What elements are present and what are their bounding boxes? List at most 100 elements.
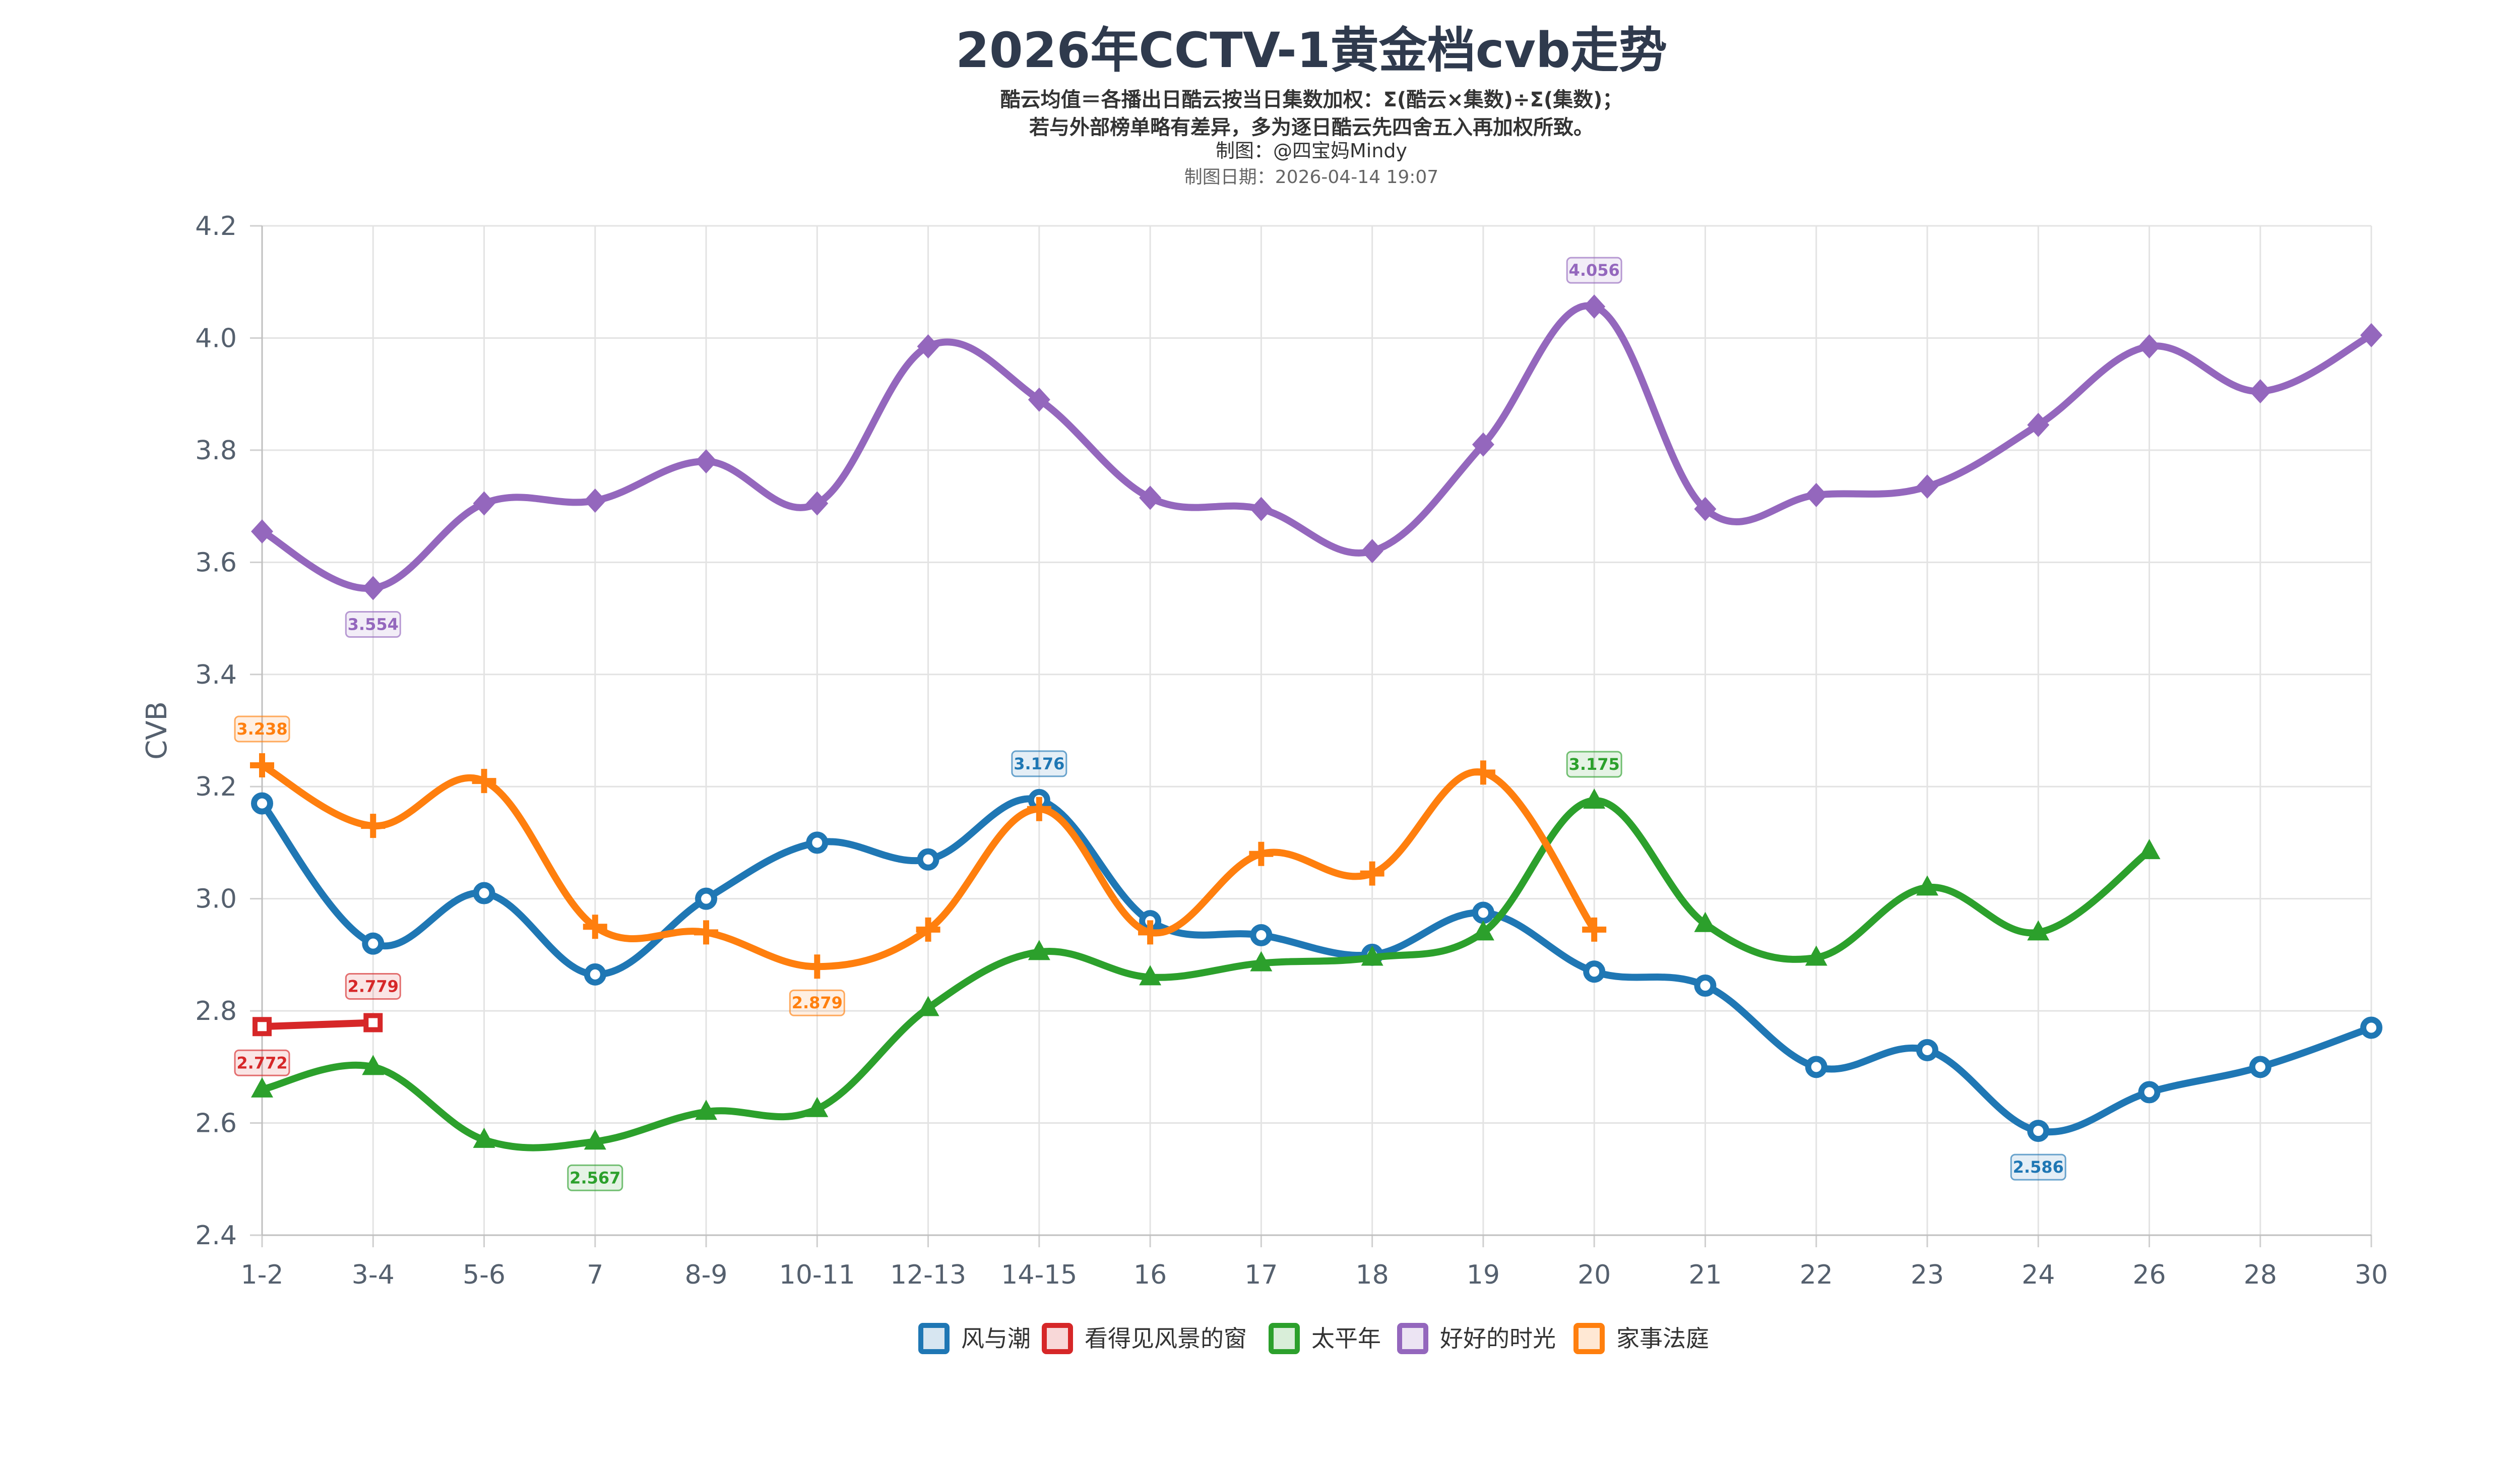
- data-point: [1028, 387, 1050, 412]
- data-point: [2360, 323, 2382, 347]
- data-point: [584, 1129, 606, 1150]
- data-point: [694, 920, 719, 945]
- data-point: [1250, 497, 1273, 521]
- data-point: [2138, 1081, 2161, 1104]
- data-point: [251, 792, 273, 815]
- series-line: [259, 1019, 377, 1030]
- subtitle-line-2: 若与外部榜单略有差异，多为逐日酷云先四舍五入再加权所致。: [1029, 116, 1594, 139]
- data-point: [473, 882, 495, 904]
- data-point: [1916, 875, 1938, 896]
- data-label-text: 4.056: [1569, 261, 1620, 280]
- data-point: [2138, 839, 2161, 860]
- data-point: [1805, 1056, 1828, 1078]
- data-label: 3.176: [1011, 750, 1067, 777]
- data-point: [1250, 924, 1273, 946]
- data-point: [361, 814, 386, 838]
- series-0: [251, 788, 2382, 1142]
- legend-label: 家事法庭: [1616, 1325, 1709, 1352]
- data-point: [1249, 841, 1274, 866]
- data-label-text: 3.554: [348, 615, 399, 634]
- data-label-text: 2.586: [2013, 1158, 2064, 1177]
- data-point: [2249, 1056, 2272, 1078]
- x-tick-label: 5-6: [463, 1260, 506, 1290]
- data-point: [806, 491, 829, 516]
- axes: 2.4 2.6 2.8 3.0 3.2 3.4 3.6 3.8 4.0 4.2 1-2 3-4 5-6 7…: [141, 211, 2388, 1290]
- y-axis-title: CVB: [141, 701, 173, 760]
- legend-label: 好好的时光: [1440, 1325, 1556, 1352]
- y-tick-label: 2.4: [195, 1221, 237, 1251]
- data-label-box: [345, 611, 401, 638]
- data-point: [2138, 334, 2161, 359]
- x-tick-label: 20: [1578, 1260, 1611, 1290]
- data-label-box: [789, 989, 845, 1016]
- series-layer: [250, 294, 2382, 1151]
- chart-date: 制图日期：2026-04-14 19:07: [1184, 167, 1439, 188]
- legend-item[interactable]: 家事法庭: [1573, 1323, 1709, 1354]
- data-label-box: [2010, 1154, 2066, 1181]
- data-label-box: [234, 715, 290, 743]
- legend-label: 太平年: [1311, 1325, 1381, 1352]
- legend-label: 看得见风景的窗: [1085, 1325, 1247, 1352]
- data-label-box: [567, 1164, 623, 1191]
- data-label: 2.586: [2010, 1154, 2066, 1181]
- data-point: [363, 1013, 383, 1033]
- x-tick-label: 26: [2132, 1260, 2166, 1290]
- series-1: [253, 1013, 383, 1037]
- credit-line: 制图：@四宝妈Mindy: [1215, 140, 1408, 162]
- data-label: 3.238: [234, 715, 290, 743]
- x-tick-label: 3-4: [352, 1260, 395, 1290]
- data-point: [2249, 379, 2272, 404]
- chart-title: 2026年CCTV-1黄金档cvb走势: [956, 22, 1667, 79]
- legend-item[interactable]: 风与潮: [918, 1323, 1031, 1354]
- x-tick-label: 19: [1467, 1260, 1500, 1290]
- y-tick-label: 3.0: [195, 884, 237, 915]
- data-label: 2.567: [567, 1164, 623, 1191]
- data-point: [1471, 760, 1495, 785]
- data-label-text: 3.238: [236, 719, 287, 739]
- data-label-text: 3.176: [1014, 754, 1064, 773]
- x-tick-label: 30: [2355, 1260, 2388, 1290]
- data-point: [584, 488, 606, 513]
- data-label-text: 3.175: [1569, 755, 1620, 774]
- data-label-box: [345, 973, 401, 1000]
- data-point: [2027, 1120, 2050, 1142]
- legend-swatch: [918, 1323, 950, 1354]
- data-point: [2027, 920, 2050, 941]
- data-point: [1028, 940, 1050, 960]
- data-point: [695, 1100, 718, 1120]
- data-point: [253, 1017, 272, 1037]
- data-label: 2.779: [345, 973, 401, 1000]
- series-3: [251, 294, 2382, 600]
- data-label-text: 2.779: [348, 977, 399, 996]
- legend-item[interactable]: 好好的时光: [1397, 1323, 1556, 1354]
- data-point: [473, 491, 495, 516]
- subtitle-line-1: 酷云均值＝各播出日酷云按当日集数加权：Σ(酷云×集数)÷Σ(集数)；: [1000, 88, 1623, 111]
- legend-swatch: [1397, 1323, 1428, 1354]
- data-point: [251, 519, 273, 544]
- y-tick-label: 3.6: [195, 548, 237, 578]
- legend-label: 风与潮: [961, 1325, 1031, 1352]
- x-tick-label: 17: [1244, 1260, 1278, 1290]
- legend-item[interactable]: 看得见风景的窗: [1042, 1323, 1247, 1354]
- legend: 风与潮 看得见风景的窗 太平年 好好的时光 家事法庭: [918, 1323, 1709, 1354]
- x-tick-label: 7: [587, 1260, 603, 1290]
- data-label-text: 2.772: [236, 1053, 287, 1072]
- data-point: [1583, 788, 1606, 809]
- legend-item[interactable]: 太平年: [1269, 1323, 1381, 1354]
- y-tick-label: 3.2: [195, 772, 237, 802]
- y-tick-label: 4.0: [195, 323, 237, 353]
- data-point: [1027, 797, 1051, 821]
- data-label: 4.056: [1566, 257, 1622, 284]
- grid-lines: [261, 225, 2372, 1236]
- data-point: [1139, 485, 1162, 510]
- legend-swatch: [1573, 1323, 1605, 1354]
- data-label: 3.175: [1566, 751, 1622, 778]
- data-point: [916, 917, 940, 942]
- data-point: [1472, 432, 1494, 457]
- data-point: [1139, 965, 1162, 986]
- data-label-text: 2.567: [570, 1168, 620, 1187]
- data-point: [2360, 1016, 2382, 1039]
- x-tick-label: 18: [1356, 1260, 1389, 1290]
- series-2: [251, 788, 2161, 1151]
